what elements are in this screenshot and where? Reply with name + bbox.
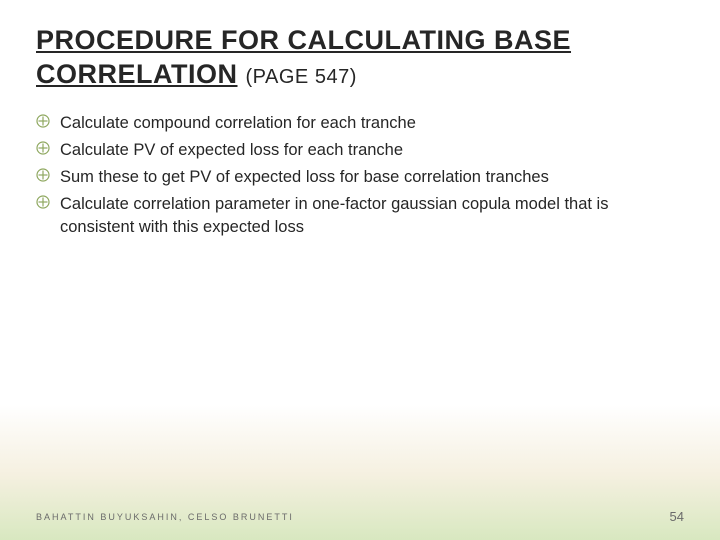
bullet-icon (36, 114, 50, 128)
bullet-icon (36, 141, 50, 155)
footer-authors: BAHATTIN BUYUKSAHIN, CELSO BRUNETTI (36, 512, 294, 522)
list-item: Sum these to get PV of expected loss for… (36, 166, 684, 188)
bullet-list: Calculate compound correlation for each … (36, 112, 684, 238)
list-item: Calculate compound correlation for each … (36, 112, 684, 134)
list-item: Calculate PV of expected loss for each t… (36, 139, 684, 161)
bullet-text: Sum these to get PV of expected loss for… (60, 168, 549, 186)
slide-title: PROCEDURE FOR CALCULATING BASE CORRELATI… (36, 24, 684, 92)
list-item: Calculate correlation parameter in one-f… (36, 193, 684, 238)
page-number: 54 (670, 509, 684, 524)
bullet-text: Calculate compound correlation for each … (60, 114, 416, 132)
bullet-text: Calculate correlation parameter in one-f… (60, 195, 608, 235)
footer: BAHATTIN BUYUKSAHIN, CELSO BRUNETTI 54 (36, 509, 684, 524)
bullet-icon (36, 195, 50, 209)
bullet-icon (36, 168, 50, 182)
bullet-text: Calculate PV of expected loss for each t… (60, 141, 403, 159)
slide-container: PROCEDURE FOR CALCULATING BASE CORRELATI… (0, 0, 720, 540)
title-sub: (PAGE 547) (246, 66, 357, 88)
